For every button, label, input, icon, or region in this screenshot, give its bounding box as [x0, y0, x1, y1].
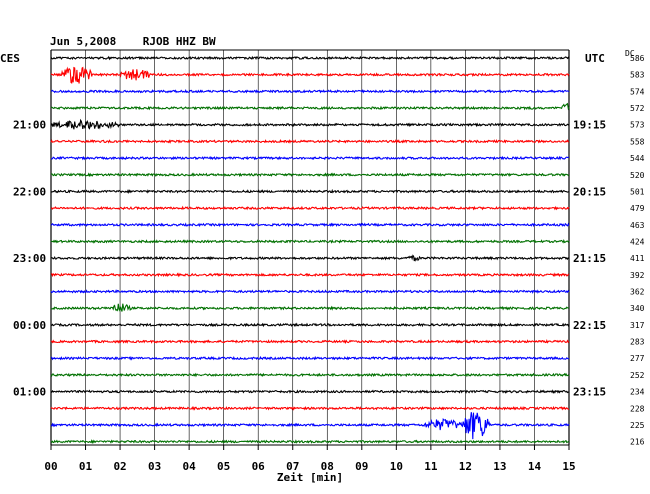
trace-row-18 — [51, 355, 570, 361]
grid-layer — [50, 49, 570, 450]
trace-row-10 — [50, 222, 570, 228]
trace-row-4 — [50, 118, 570, 130]
trace-row-6 — [50, 155, 570, 161]
trace-row-20 — [50, 389, 570, 394]
trace-row-1 — [50, 66, 570, 84]
dc-offset-row-2: 574 — [630, 87, 645, 96]
trace-row-17 — [50, 339, 570, 345]
trace-row-7 — [50, 172, 570, 178]
dc-offset-row-20: 234 — [630, 388, 645, 397]
dc-offset-row-19: 252 — [630, 371, 645, 380]
right-axis-title: UTC — [585, 52, 605, 65]
x-tick-label-15: 15 — [562, 460, 575, 473]
x-tick-label-01: 01 — [79, 460, 93, 473]
right-time-label-2015: 20:15 — [573, 185, 606, 198]
dc-offset-row-4: 573 — [630, 121, 645, 130]
x-tick-label-08: 08 — [321, 460, 334, 473]
trace-layer — [50, 55, 570, 445]
trace-row-0 — [50, 55, 570, 61]
x-tick-label-03: 03 — [148, 460, 161, 473]
right-time-label-2215: 22:15 — [573, 319, 606, 332]
dc-offset-row-15: 340 — [630, 304, 645, 313]
dc-offset-row-18: 277 — [630, 354, 645, 363]
label-layer: 00 01 02 03 04 05 06 07 08 09 10 11 12 13 14 15 586 583 57… — [13, 54, 645, 473]
x-tick-label-11: 11 — [424, 460, 438, 473]
left-time-label-0000: 00:00 — [13, 319, 46, 332]
dc-offset-row-9: 479 — [630, 204, 645, 213]
x-tick-label-13: 13 — [493, 460, 506, 473]
dc-offset-row-17: 283 — [630, 338, 645, 347]
trace-row-12 — [51, 254, 569, 262]
dc-offset-row-10: 463 — [630, 221, 645, 230]
left-time-label-2200: 22:00 — [13, 185, 46, 198]
x-tick-label-07: 07 — [286, 460, 299, 473]
x-axis-label: Zeit [min] — [277, 471, 343, 484]
dc-offset-row-14: 362 — [630, 288, 645, 297]
trace-row-21 — [50, 405, 569, 411]
dc-offset-row-11: 424 — [630, 237, 645, 246]
dc-offset-row-16: 317 — [630, 321, 645, 330]
dc-offset-row-5: 558 — [630, 137, 645, 146]
trace-row-5 — [50, 138, 570, 144]
right-time-label-1915: 19:15 — [573, 119, 606, 132]
dc-offset-row-1: 583 — [630, 71, 645, 80]
x-tick-label-00: 00 — [44, 460, 57, 473]
left-time-label-2300: 23:00 — [13, 252, 46, 265]
x-tick-label-10: 10 — [390, 460, 403, 473]
trace-row-8 — [50, 188, 570, 194]
x-tick-label-09: 09 — [355, 460, 368, 473]
dc-header: DC — [625, 49, 635, 58]
trace-row-14 — [50, 289, 570, 294]
trace-row-2 — [51, 89, 570, 94]
trace-row-13 — [50, 272, 570, 278]
dc-offset-row-0: 586 — [630, 54, 645, 63]
dc-offset-row-8: 501 — [630, 187, 645, 196]
dc-offset-row-22: 225 — [630, 421, 645, 430]
trace-row-23 — [50, 439, 570, 445]
trace-row-16 — [50, 322, 570, 328]
trace-row-9 — [50, 205, 570, 211]
x-tick-label-05: 05 — [217, 460, 230, 473]
dc-offset-row-6: 544 — [630, 154, 645, 163]
dc-offset-row-13: 392 — [630, 271, 645, 280]
trace-row-3 — [50, 102, 570, 111]
x-tick-label-04: 04 — [183, 460, 197, 473]
trace-row-15 — [50, 303, 569, 313]
right-time-label-2115: 21:15 — [573, 252, 606, 265]
dc-offset-row-12: 411 — [630, 254, 645, 263]
left-time-label-0100: 01:00 — [13, 386, 46, 399]
trace-row-11 — [50, 239, 570, 244]
trace-row-19 — [50, 372, 570, 378]
x-tick-label-06: 06 — [252, 460, 266, 473]
dc-offset-row-7: 520 — [630, 171, 645, 180]
chart-title: Jun 5,2008 RJOB HHZ BW — [50, 35, 216, 48]
x-tick-label-14: 14 — [528, 460, 542, 473]
x-tick-label-12: 12 — [459, 460, 472, 473]
x-tick-label-02: 02 — [113, 460, 126, 473]
dc-offset-row-3: 572 — [630, 104, 645, 113]
left-axis-title: CES — [0, 52, 20, 65]
dc-offset-row-21: 228 — [630, 404, 645, 413]
left-time-label-2100: 21:00 — [13, 119, 46, 132]
right-time-label-2315: 23:15 — [573, 386, 606, 399]
dc-offset-row-23: 216 — [630, 438, 645, 447]
trace-row-22 — [50, 412, 570, 440]
